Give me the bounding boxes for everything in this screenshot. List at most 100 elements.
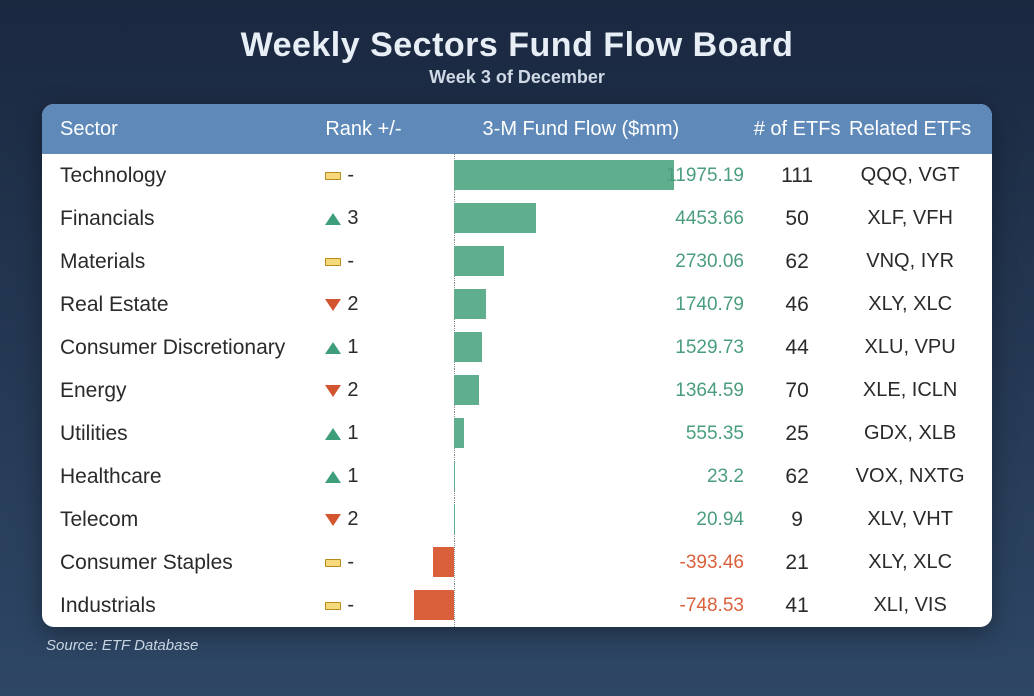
rank-change: 3 bbox=[325, 207, 413, 230]
rank-change: - bbox=[325, 594, 413, 617]
rank-change: 2 bbox=[325, 293, 413, 316]
flat-icon bbox=[325, 258, 341, 266]
related-etfs: XLF, VFH bbox=[846, 207, 974, 230]
rank-value: 1 bbox=[347, 422, 358, 445]
flow-bar bbox=[454, 375, 479, 405]
rank-value: 2 bbox=[347, 293, 358, 316]
flow-bar-cell: 1364.59 bbox=[414, 369, 748, 412]
rank-value: - bbox=[347, 594, 354, 617]
table-row: Healthcare123.262VOX, NXTG bbox=[42, 455, 992, 498]
flow-bar-cell: 1740.79 bbox=[414, 283, 748, 326]
flow-bar-cell: 11975.19 bbox=[414, 154, 748, 197]
rank-value: 3 bbox=[347, 207, 358, 230]
sector-name: Energy bbox=[60, 379, 325, 403]
flow-bar-cell: -748.53 bbox=[414, 584, 748, 627]
rank-change: 2 bbox=[325, 508, 413, 531]
flow-bar bbox=[454, 203, 536, 233]
rank-change: - bbox=[325, 164, 413, 187]
flow-value: -748.53 bbox=[680, 595, 744, 617]
related-etfs: XLY, XLC bbox=[846, 551, 974, 574]
sector-name: Utilities bbox=[60, 422, 325, 446]
col-header-flow: 3-M Fund Flow ($mm) bbox=[414, 118, 748, 141]
flow-bar bbox=[414, 590, 454, 620]
sector-name: Materials bbox=[60, 250, 325, 274]
rank-change: 1 bbox=[325, 336, 413, 359]
flat-icon bbox=[325, 559, 341, 567]
rank-value: 1 bbox=[347, 465, 358, 488]
flow-bar-cell: 20.94 bbox=[414, 498, 748, 541]
table-row: Industrials--748.5341XLI, VIS bbox=[42, 584, 992, 627]
arrow-up-icon bbox=[325, 428, 341, 440]
flow-value: 4453.66 bbox=[675, 208, 744, 230]
table-row: Real Estate 2 1740.7946XLY, XLC bbox=[42, 283, 992, 326]
table-row: Financials 3 4453.6650XLF, VFH bbox=[42, 197, 992, 240]
arrow-down-icon bbox=[325, 385, 341, 397]
flow-value: 1529.73 bbox=[675, 337, 744, 359]
flow-bar-cell: 2730.06 bbox=[414, 240, 748, 283]
etf-count: 62 bbox=[748, 250, 846, 274]
sector-name: Telecom bbox=[60, 508, 325, 532]
fund-flow-table: Sector Rank +/- 3-M Fund Flow ($mm) # of… bbox=[42, 104, 992, 627]
flow-bar-cell: 4453.66 bbox=[414, 197, 748, 240]
flow-bar bbox=[454, 289, 486, 319]
rank-change: 2 bbox=[325, 379, 413, 402]
rank-change: - bbox=[325, 250, 413, 273]
table-row: Materials- 2730.0662VNQ, IYR bbox=[42, 240, 992, 283]
flow-value: 1740.79 bbox=[675, 294, 744, 316]
sector-name: Financials bbox=[60, 207, 325, 231]
zero-axis bbox=[454, 584, 455, 627]
related-etfs: XLV, VHT bbox=[846, 508, 974, 531]
flow-bar bbox=[454, 160, 674, 190]
etf-count: 9 bbox=[748, 508, 846, 532]
rank-change: - bbox=[325, 551, 413, 574]
related-etfs: QQQ, VGT bbox=[846, 164, 974, 187]
flow-value: -393.46 bbox=[680, 552, 744, 574]
etf-count: 111 bbox=[748, 164, 846, 188]
related-etfs: XLY, XLC bbox=[846, 293, 974, 316]
etf-count: 21 bbox=[748, 551, 846, 575]
flat-icon bbox=[325, 602, 341, 610]
flow-value: 11975.19 bbox=[666, 165, 744, 187]
rank-change: 1 bbox=[325, 422, 413, 445]
rank-value: - bbox=[347, 551, 354, 574]
flow-value: 2730.06 bbox=[675, 251, 744, 273]
related-etfs: VNQ, IYR bbox=[846, 250, 974, 273]
related-etfs: VOX, NXTG bbox=[846, 465, 974, 488]
flow-bar-cell: 1529.73 bbox=[414, 326, 748, 369]
etf-count: 44 bbox=[748, 336, 846, 360]
flow-bar bbox=[454, 332, 482, 362]
etf-count: 46 bbox=[748, 293, 846, 317]
table-row: Utilities1555.3525GDX, XLB bbox=[42, 412, 992, 455]
related-etfs: GDX, XLB bbox=[846, 422, 974, 445]
flow-bar bbox=[454, 246, 504, 276]
arrow-up-icon bbox=[325, 342, 341, 354]
rank-change: 1 bbox=[325, 465, 413, 488]
table-body: Technology-11975.19111QQQ, VGTFinancials… bbox=[42, 154, 992, 627]
flow-value: 555.35 bbox=[686, 423, 744, 445]
flow-bar bbox=[454, 504, 455, 534]
source-label: Source: ETF Database bbox=[46, 637, 992, 654]
related-etfs: XLE, ICLN bbox=[846, 379, 974, 402]
etf-count: 50 bbox=[748, 207, 846, 231]
etf-count: 70 bbox=[748, 379, 846, 403]
col-header-rank: Rank +/- bbox=[325, 118, 413, 141]
sector-name: Consumer Staples bbox=[60, 551, 325, 575]
rank-value: - bbox=[347, 164, 354, 187]
page-subtitle: Week 3 of December bbox=[42, 67, 992, 88]
arrow-down-icon bbox=[325, 299, 341, 311]
rank-value: - bbox=[347, 250, 354, 273]
sector-name: Real Estate bbox=[60, 293, 325, 317]
table-row: Technology-11975.19111QQQ, VGT bbox=[42, 154, 992, 197]
related-etfs: XLI, VIS bbox=[846, 594, 974, 617]
arrow-up-icon bbox=[325, 213, 341, 225]
table-row: Consumer Staples- -393.4621XLY, XLC bbox=[42, 541, 992, 584]
flow-bar bbox=[433, 547, 454, 577]
sector-name: Industrials bbox=[60, 594, 325, 618]
sector-name: Consumer Discretionary bbox=[60, 336, 325, 360]
table-row: Energy21364.5970XLE, ICLN bbox=[42, 369, 992, 412]
col-header-etfcount: # of ETFs bbox=[748, 118, 846, 141]
flow-value: 20.94 bbox=[696, 509, 744, 531]
table-row: Consumer Discretionary11529.7344XLU, VPU bbox=[42, 326, 992, 369]
arrow-down-icon bbox=[325, 514, 341, 526]
flow-value: 23.2 bbox=[707, 466, 744, 488]
